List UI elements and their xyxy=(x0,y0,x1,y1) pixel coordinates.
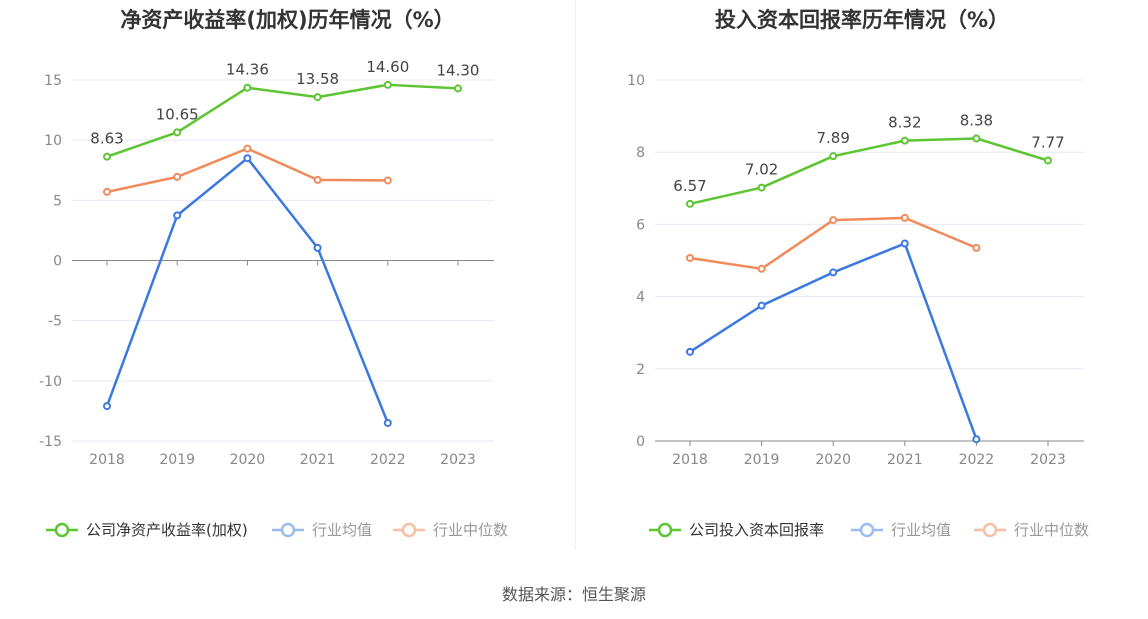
x-tick-label: 2023 xyxy=(440,452,476,468)
y-tick-label: -15 xyxy=(39,434,62,450)
y-tick-label: -10 xyxy=(39,374,62,390)
data-point xyxy=(757,183,766,192)
data-point xyxy=(1044,156,1052,165)
data-point xyxy=(900,136,909,145)
y-tick-label: 8 xyxy=(636,145,645,161)
data-point xyxy=(243,154,252,163)
data-source: 数据来源：恒生聚源 xyxy=(501,585,646,604)
data-point xyxy=(243,144,252,153)
data-point xyxy=(686,199,694,208)
chart-divider xyxy=(575,0,576,550)
y-tick-label: 2 xyxy=(636,362,645,378)
legend-marker xyxy=(657,522,673,538)
data-label: 8.63 xyxy=(90,130,123,148)
data-label: 8.32 xyxy=(888,114,921,132)
series-line xyxy=(689,137,1049,206)
legend-label: 行业均值 xyxy=(312,521,372,539)
data-label: 7.77 xyxy=(1031,134,1064,152)
x-tick-label: 2018 xyxy=(672,452,708,468)
data-point xyxy=(454,84,462,93)
data-label: 10.65 xyxy=(156,105,199,123)
legend-label: 公司投入资本回报率 xyxy=(689,521,824,539)
y-tick-label: 10 xyxy=(627,73,645,89)
legend-label: 公司净资产收益率(加权) xyxy=(86,521,248,539)
legend-label: 行业中位数 xyxy=(1014,521,1089,539)
data-point xyxy=(972,134,981,143)
y-tick-label: 5 xyxy=(53,193,62,209)
x-tick-label: 2019 xyxy=(744,452,780,468)
series-line xyxy=(105,156,389,424)
data-label: 14.30 xyxy=(437,61,480,79)
legend-marker xyxy=(401,522,417,538)
x-tick-label: 2020 xyxy=(815,452,851,468)
legend-marker xyxy=(982,522,998,538)
data-label: 14.60 xyxy=(366,58,409,76)
y-tick-label: 4 xyxy=(636,290,645,306)
data-point xyxy=(243,83,252,92)
data-point xyxy=(757,301,766,310)
data-point xyxy=(383,418,392,427)
legend-marker xyxy=(54,522,70,538)
chart-title-roe: 净资产收益率(加权)历年情况（%） xyxy=(120,8,455,32)
legend-marker xyxy=(859,522,875,538)
x-tick-label: 2018 xyxy=(89,452,125,468)
x-tick-label: 2022 xyxy=(370,452,406,468)
data-point xyxy=(686,347,694,356)
x-tick-label: 2021 xyxy=(300,452,336,468)
data-point xyxy=(313,243,322,252)
data-point xyxy=(313,175,322,184)
data-label: 7.02 xyxy=(745,161,778,179)
data-point xyxy=(103,152,111,161)
data-point xyxy=(972,435,981,444)
y-tick-label: 15 xyxy=(44,73,62,89)
data-label: 6.57 xyxy=(673,177,706,195)
data-point xyxy=(383,80,392,89)
x-tick-label: 2022 xyxy=(959,452,995,468)
data-point xyxy=(103,402,111,411)
x-tick-label: 2020 xyxy=(230,452,266,468)
data-point xyxy=(829,268,838,277)
data-point xyxy=(829,152,838,161)
legend-marker xyxy=(280,522,296,538)
x-tick-label: 2021 xyxy=(887,452,923,468)
data-label: 13.58 xyxy=(296,70,339,88)
data-point xyxy=(173,128,182,137)
y-tick-label: 6 xyxy=(636,217,645,233)
data-label: 7.89 xyxy=(816,129,849,147)
data-point xyxy=(173,211,182,220)
y-tick-label: 0 xyxy=(636,434,645,450)
data-point xyxy=(313,93,322,102)
legend-label: 行业均值 xyxy=(891,521,951,539)
x-tick-label: 2019 xyxy=(159,452,195,468)
data-point xyxy=(829,216,838,225)
legend-label: 行业中位数 xyxy=(433,521,508,539)
data-point xyxy=(757,264,766,273)
x-tick-label: 2023 xyxy=(1030,452,1066,468)
data-label: 14.36 xyxy=(226,61,269,79)
y-tick-label: 10 xyxy=(44,133,62,149)
data-point xyxy=(383,176,392,185)
y-tick-label: 0 xyxy=(53,254,62,270)
data-point xyxy=(686,253,694,262)
series-line xyxy=(689,216,977,271)
data-point xyxy=(900,213,909,222)
chart-title-roic: 投入资本回报率历年情况（%） xyxy=(714,8,1010,32)
data-point xyxy=(900,239,909,248)
data-point xyxy=(103,187,111,196)
data-point xyxy=(173,172,182,181)
series-line xyxy=(106,83,459,158)
data-label: 8.38 xyxy=(960,111,993,129)
y-tick-label: -5 xyxy=(48,314,62,330)
data-point xyxy=(972,243,981,252)
